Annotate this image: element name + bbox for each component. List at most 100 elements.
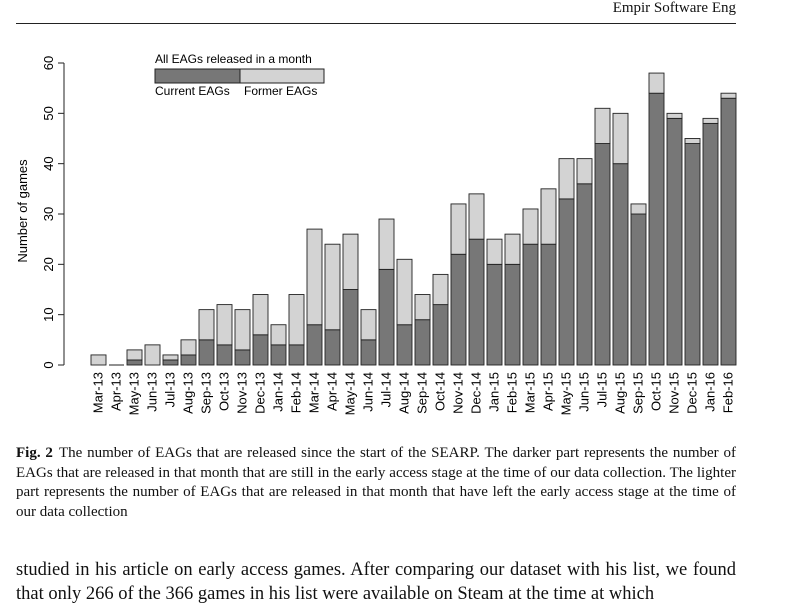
- bar-current: [342, 289, 359, 366]
- y-tick-label: 50: [41, 106, 56, 120]
- bar-former: [504, 233, 521, 265]
- x-tick-label: Dec-15: [685, 372, 700, 414]
- x-tick-label: May-15: [559, 372, 574, 415]
- bar-current: [180, 354, 197, 366]
- legend-label-current: Current EAGs: [155, 84, 230, 98]
- x-tick-label: Feb-14: [289, 372, 304, 413]
- x-tick-label: May-14: [343, 372, 358, 415]
- bar-former: [684, 138, 701, 144]
- bar-former: [234, 309, 251, 351]
- bar-current: [504, 263, 521, 366]
- bar-current: [486, 263, 503, 366]
- x-tick-label: Feb-16: [721, 372, 736, 413]
- bar-former: [450, 203, 467, 255]
- y-tick-label: 40: [41, 156, 56, 170]
- figure-label: Fig. 2: [16, 445, 53, 461]
- bar-former: [216, 304, 233, 346]
- y-axis-label: Number of games: [15, 159, 30, 263]
- bar-former: [126, 349, 143, 361]
- bar-former: [252, 294, 269, 336]
- bar-former: [270, 324, 287, 346]
- bar-current: [396, 324, 413, 366]
- bar-former: [594, 107, 611, 144]
- bar-former: [702, 117, 719, 124]
- x-tick-label: Jun-13: [145, 372, 160, 412]
- bar-former: [198, 309, 215, 341]
- x-tick-label: Apr-13: [109, 372, 124, 411]
- x-tick-label: Apr-14: [325, 372, 340, 411]
- bar-former: [666, 112, 683, 119]
- bar-current: [432, 304, 449, 366]
- running-head: Empir Software Eng: [612, 0, 736, 16]
- bar-former: [90, 354, 107, 366]
- x-tick-label: Jan-14: [271, 372, 286, 412]
- figure-caption: Fig. 2 The number of EAGs that are releas…: [16, 444, 736, 522]
- body-paragraph: studied in his article on early access g…: [16, 560, 736, 604]
- x-tick-label: Oct-14: [433, 372, 448, 411]
- x-tick-label: Mar-13: [91, 372, 106, 413]
- x-tick-label: Jun-15: [577, 372, 592, 412]
- x-tick-label: Feb-15: [505, 372, 520, 413]
- bar-current: [558, 198, 575, 366]
- bar-current: [666, 117, 683, 366]
- caption-text: The number of EAGs that are released sin…: [16, 445, 736, 520]
- x-tick-label: Aug-15: [613, 372, 628, 414]
- bar-current: [288, 344, 305, 366]
- bar-former: [162, 354, 179, 361]
- legend: All EAGs released in a month Current EAG…: [154, 52, 325, 98]
- bar-former: [396, 258, 413, 326]
- x-tick-label: Jan-16: [703, 372, 718, 412]
- bar-current: [468, 238, 485, 366]
- y-tick-label: 10: [41, 307, 56, 321]
- legend-swatch-former: [239, 68, 325, 84]
- bar-current: [522, 243, 539, 366]
- x-tick-label: Nov-14: [451, 372, 466, 414]
- body-text: studied in his article on early access g…: [16, 558, 736, 606]
- x-tick-label: Oct-15: [649, 372, 664, 411]
- x-tick-label: Nov-15: [667, 372, 682, 414]
- x-tick-label: Sep-13: [199, 372, 214, 414]
- legend-title: All EAGs released in a month: [155, 52, 312, 66]
- bar-current: [378, 268, 395, 366]
- y-tick-label: 0: [41, 361, 56, 368]
- bar-current: [540, 243, 557, 366]
- bar-current: [684, 143, 701, 366]
- x-tick-label: Mar-15: [523, 372, 538, 413]
- bar-current: [648, 92, 665, 366]
- bar-former: [468, 193, 485, 240]
- x-tick-label: Dec-13: [253, 372, 268, 414]
- bar-current: [126, 359, 143, 366]
- bar-current: [306, 324, 323, 366]
- bar-current: [702, 122, 719, 366]
- x-tick-label: Sep-15: [631, 372, 646, 414]
- y-tick-label: 60: [41, 56, 56, 70]
- bar-former: [342, 233, 359, 290]
- bar-current: [414, 319, 431, 366]
- x-tick-label: Apr-15: [541, 372, 556, 411]
- bar-current: [324, 329, 341, 366]
- bar-former: [540, 188, 557, 245]
- bar-current: [594, 143, 611, 366]
- bar-former: [288, 294, 305, 346]
- bar-current: [720, 97, 737, 366]
- x-tick-label: Sep-14: [415, 372, 430, 414]
- bar-former: [306, 228, 323, 326]
- y-axis: 0 10 20 30 40 50 60: [41, 56, 65, 369]
- x-tick-label: Nov-13: [235, 372, 250, 414]
- bar-current: [198, 339, 215, 366]
- bar-current: [234, 349, 251, 366]
- bar-former: [558, 158, 575, 200]
- x-tick-label: Oct-13: [217, 372, 232, 411]
- bar-former: [720, 92, 737, 99]
- x-tick-label: May-13: [127, 372, 142, 415]
- bar-former: [522, 208, 539, 245]
- x-tick-label: Aug-14: [397, 372, 412, 414]
- bar-current: [360, 339, 377, 366]
- bars: [90, 72, 737, 366]
- bar-current: [162, 359, 179, 366]
- bar-former: [432, 273, 449, 306]
- x-tick-label: Jun-14: [361, 372, 376, 412]
- bar-former: [576, 158, 593, 185]
- bar-current: [576, 183, 593, 366]
